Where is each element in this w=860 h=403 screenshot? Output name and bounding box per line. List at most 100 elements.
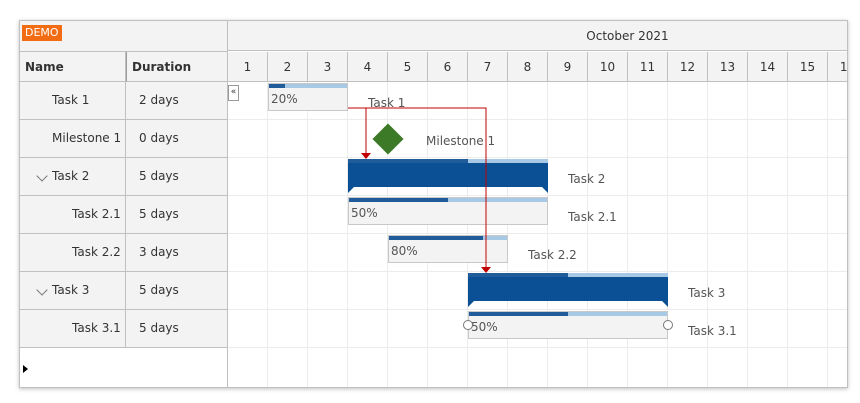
gantt-widget: DEMO Name Duration Task 1 2 days Milestone… <box>19 20 848 388</box>
progress-percent: 50% <box>351 206 378 220</box>
resize-handle-right[interactable] <box>663 320 673 330</box>
table-row[interactable]: Milestone 1 0 days <box>20 120 227 158</box>
grid-line <box>228 347 847 348</box>
task-bar-label: Task 2.2 <box>528 248 577 262</box>
grid-line <box>228 119 847 120</box>
resize-handle-left[interactable] <box>463 320 473 330</box>
task-bar[interactable]: 80% <box>388 235 508 263</box>
day-header: 9 <box>548 52 588 82</box>
group-bar-body <box>348 163 548 187</box>
day-header: 16 <box>828 52 847 82</box>
task-bar-label: Task 2.1 <box>568 210 617 224</box>
grid-line <box>627 82 628 387</box>
grid-line <box>307 82 308 387</box>
task-bar[interactable]: 50% <box>468 311 668 339</box>
grid-line <box>707 82 708 387</box>
task-duration-cell[interactable]: 5 days <box>126 196 227 233</box>
table-row[interactable]: Task 2 5 days <box>20 158 227 196</box>
grid-line <box>228 233 847 234</box>
group-bar-end <box>542 187 548 193</box>
column-header-name[interactable]: Name <box>20 52 126 82</box>
dependency-link[interactable] <box>348 107 487 269</box>
progress-fill <box>389 236 484 240</box>
day-header: 6 <box>428 52 468 82</box>
grid-line <box>228 309 847 310</box>
grid-line <box>347 82 348 387</box>
task-bar-label: Task 2 <box>568 172 606 186</box>
task-name: Task 2.2 <box>72 245 121 259</box>
task-name: Task 3 <box>52 283 90 297</box>
dependency-link[interactable] <box>348 107 367 155</box>
task-duration-cell[interactable]: 5 days <box>126 272 227 309</box>
chevron-down-icon[interactable] <box>36 170 48 182</box>
grid-line <box>667 82 668 387</box>
chevron-down-icon[interactable] <box>36 284 48 296</box>
task-bar[interactable]: 20% <box>268 83 348 111</box>
new-row-arrow-icon[interactable] <box>23 365 28 373</box>
grid-line <box>747 82 748 387</box>
task-duration: 5 days <box>139 321 179 335</box>
task-duration-cell[interactable]: 2 days <box>126 82 227 119</box>
grid-line <box>267 82 268 387</box>
progress-fill <box>468 273 568 277</box>
dependency-links <box>348 107 491 273</box>
day-header: 3 <box>308 52 348 82</box>
grid-line <box>467 82 468 387</box>
progress-track <box>269 84 347 88</box>
table-row[interactable]: Task 3 5 days <box>20 272 227 310</box>
task-duration-cell[interactable]: 3 days <box>126 234 227 271</box>
task-name-cell[interactable]: Task 2.1 <box>20 196 126 233</box>
group-bar[interactable] <box>468 273 668 307</box>
table-row[interactable]: Task 2.2 3 days <box>20 234 227 272</box>
task-rows: Task 1 2 days Milestone 1 0 days Task 2 5 day… <box>20 82 227 348</box>
column-header-duration[interactable]: Duration <box>126 52 227 82</box>
day-header: 1 <box>228 52 268 82</box>
grid-line <box>827 82 828 387</box>
task-name-cell[interactable]: Task 1 <box>20 82 126 119</box>
task-name-cell[interactable]: Task 2.2 <box>20 234 126 271</box>
group-bar-end <box>348 187 354 193</box>
progress-track <box>349 198 547 202</box>
task-duration: 5 days <box>139 283 179 297</box>
grid-line <box>228 195 847 196</box>
task-duration-cell[interactable]: 5 days <box>126 158 227 195</box>
day-header: 11 <box>628 52 668 82</box>
task-name-cell[interactable]: Task 3.1 <box>20 310 126 347</box>
month-header: October 2021 <box>228 21 847 51</box>
task-bar[interactable]: 50% <box>348 197 548 225</box>
grid-line <box>587 82 588 387</box>
task-name-cell[interactable]: Milestone 1 <box>20 120 126 157</box>
grid-line <box>228 271 847 272</box>
table-row[interactable]: Task 1 2 days <box>20 82 227 120</box>
day-header: 2 <box>268 52 308 82</box>
dependency-arrow-icon <box>361 153 371 159</box>
table-row[interactable]: Task 2.1 5 days <box>20 196 227 234</box>
progress-fill <box>469 312 568 316</box>
progress-fill <box>269 84 285 88</box>
grid-line <box>387 82 388 387</box>
table-row[interactable]: Task 3.1 5 days <box>20 310 227 348</box>
grid-line <box>547 82 548 387</box>
grid-line <box>427 82 428 387</box>
collapse-grid-button[interactable]: « <box>228 85 239 101</box>
grid-line <box>507 82 508 387</box>
progress-track <box>468 273 668 277</box>
task-duration-cell[interactable]: 5 days <box>126 310 227 347</box>
progress-percent: 50% <box>471 320 498 334</box>
task-name-cell[interactable]: Task 3 <box>20 272 126 309</box>
task-name: Task 3.1 <box>72 321 121 335</box>
task-duration-cell[interactable]: 0 days <box>126 120 227 157</box>
day-header: 4 <box>348 52 388 82</box>
dependency-arrow-icon <box>481 267 491 273</box>
grid-line <box>787 82 788 387</box>
group-bar[interactable] <box>348 159 548 193</box>
task-name-cell[interactable]: Task 2 <box>20 158 126 195</box>
day-header: 10 <box>588 52 628 82</box>
task-name: Milestone 1 <box>52 131 122 145</box>
task-duration: 5 days <box>139 207 179 221</box>
progress-fill <box>348 159 468 163</box>
progress-percent: 80% <box>391 244 418 258</box>
day-header: 13 <box>708 52 748 82</box>
task-bar-label: Task 3.1 <box>688 324 737 338</box>
day-header: 7 <box>468 52 508 82</box>
